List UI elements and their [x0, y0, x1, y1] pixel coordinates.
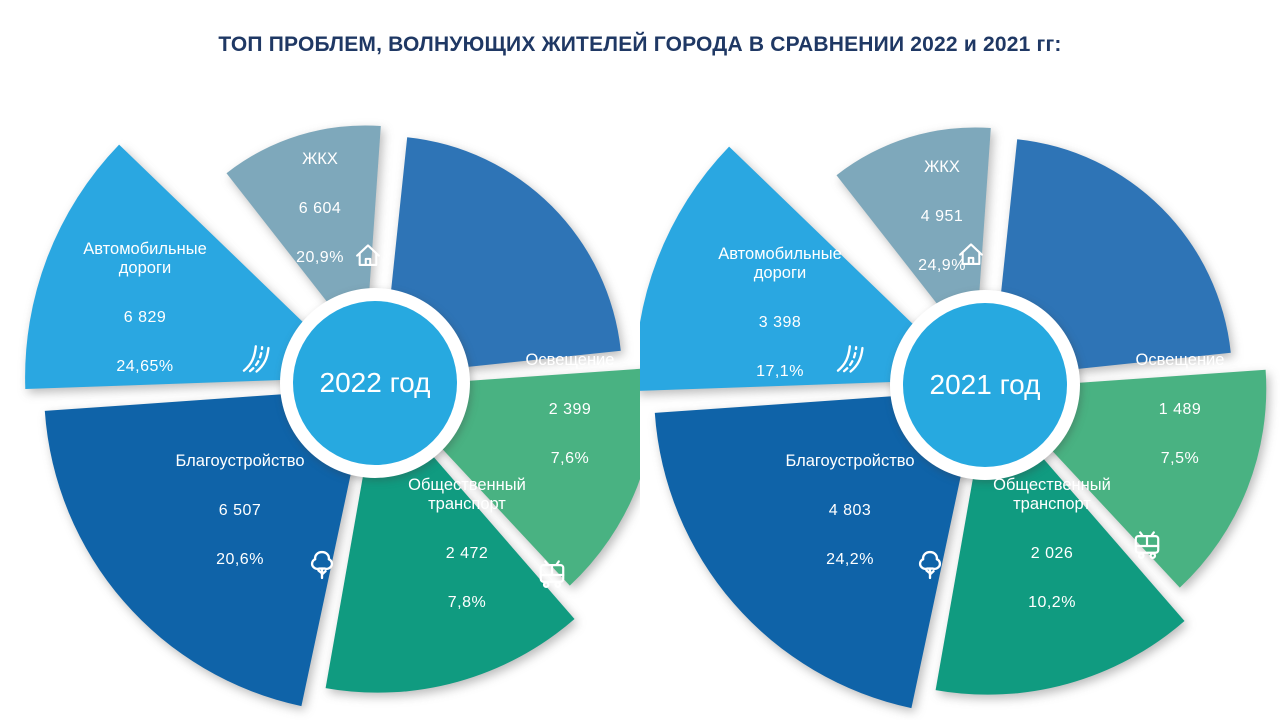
road-icon: [240, 340, 276, 376]
slice-percent: 7,6%: [550, 449, 590, 467]
slice-name: Автомобильные дороги: [83, 240, 207, 277]
slice-value: 4 803: [828, 501, 872, 519]
slice-percent: 17,1%: [756, 362, 804, 380]
slice-percent: 24,9%: [918, 256, 966, 274]
tree-icon: [304, 547, 340, 583]
pie-chart-2022: 2022 год Автомобильные дороги 6 829 24,6…: [25, 125, 640, 707]
slice-value: 2 026: [1030, 544, 1074, 562]
slice-label-lighting-2022: Освещение 2 399 7,6%: [485, 351, 655, 468]
slice-label-transport-2021: Общественный транспорт 2 026 10,2%: [977, 476, 1127, 612]
slice-percent: 7,5%: [1160, 449, 1200, 467]
slice-value: 6 507: [218, 501, 262, 519]
slice-label-landscaping-2022: Благоустройство 6 507 20,6%: [155, 452, 325, 569]
bus-icon: [535, 559, 569, 593]
pie-2021-canvas: [640, 127, 1267, 709]
slice-value: 2 399: [548, 400, 592, 418]
slice-label-housing-2022: ЖКХ 6 604 20,9%: [235, 150, 405, 267]
slice-label-roads-2021: Автомобильные дороги 3 398 17,1%: [695, 245, 865, 381]
pie-slice-landscaping: [654, 390, 979, 709]
slice-name: Общественный транспорт: [993, 476, 1111, 513]
chart-center-disc: [293, 301, 457, 465]
slice-name: Освещение: [525, 351, 615, 369]
slice-value: 6 829: [123, 308, 167, 326]
slice-value: 4 951: [920, 207, 964, 225]
slice-value: 2 472: [445, 544, 489, 562]
slice-name: Благоустройство: [175, 452, 305, 470]
slice-percent: 24,2%: [826, 550, 874, 568]
slice-name: Благоустройство: [785, 452, 915, 470]
slice-name: Автомобильные дороги: [718, 245, 842, 282]
slice-name: Общественный транспорт: [408, 476, 526, 513]
slice-label-transport-2022: Общественный транспорт 2 472 7,8%: [392, 476, 542, 612]
tree-icon: [912, 547, 948, 583]
pie-2022-canvas: [25, 125, 640, 707]
slice-percent: 24,65%: [116, 357, 174, 375]
page-title: ТОП ПРОБЛЕМ, ВОЛНУЮЩИХ ЖИТЕЛЕЙ ГОРОДА В …: [218, 33, 1062, 56]
slice-percent: 7,8%: [447, 593, 487, 611]
slice-name: ЖКХ: [302, 150, 338, 168]
slice-label-housing-2021: ЖКХ 4 951 24,9%: [857, 158, 1027, 275]
chart-center-label: 2022 год: [319, 367, 431, 398]
slice-percent: 20,6%: [216, 550, 264, 568]
pie-slice-roads: [640, 146, 971, 391]
bus-icon: [1130, 530, 1164, 564]
pie-chart-2021: 2021 год Автомобильные дороги 3 398 17,1…: [640, 0, 1280, 720]
slice-percent: 20,9%: [296, 248, 344, 266]
slice-value: 1 489: [1158, 400, 1202, 418]
home-icon: [955, 239, 987, 271]
slice-percent: 10,2%: [1028, 593, 1076, 611]
pie-slice-landscaping: [44, 388, 370, 707]
slice-value: 3 398: [758, 313, 802, 331]
chart-center-label: 2021 год: [929, 369, 1041, 400]
slice-value: 6 604: [298, 199, 342, 217]
slice-label-lighting-2021: Освещение 1 489 7,5%: [1095, 351, 1265, 468]
road-icon: [834, 340, 870, 376]
slice-label-roads-2022: Автомобильные дороги 6 829 24,65%: [60, 240, 230, 376]
slice-label-landscaping-2021: Благоустройство 4 803 24,2%: [765, 452, 935, 569]
slice-name: ЖКХ: [924, 158, 960, 176]
pie-slice-roads: [25, 144, 361, 389]
slice-name: Освещение: [1135, 351, 1225, 369]
home-icon: [352, 240, 384, 272]
chart-center-disc: [903, 303, 1067, 467]
